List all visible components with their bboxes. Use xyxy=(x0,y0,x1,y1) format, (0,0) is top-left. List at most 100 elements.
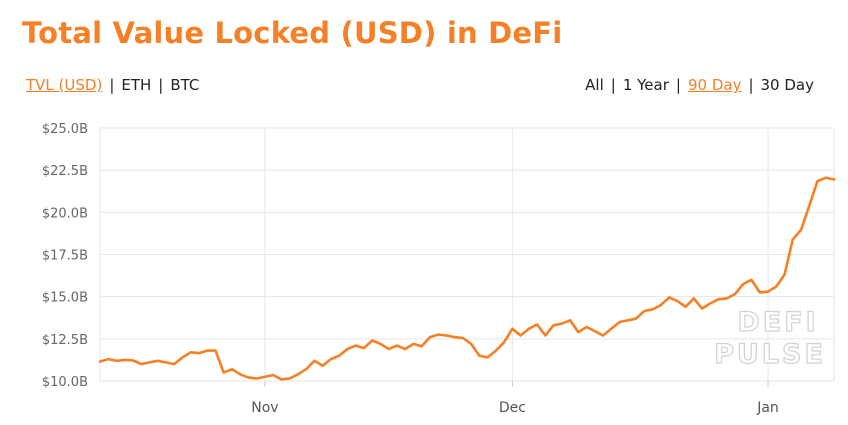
data-point[interactable] xyxy=(764,288,772,296)
data-point[interactable] xyxy=(682,303,690,311)
data-point[interactable] xyxy=(434,331,442,339)
data-point[interactable] xyxy=(236,370,244,378)
data-point[interactable] xyxy=(550,321,558,329)
data-point[interactable] xyxy=(574,328,582,336)
option-btc[interactable]: BTC xyxy=(170,76,200,94)
data-point[interactable] xyxy=(244,374,252,382)
data-point[interactable] xyxy=(566,316,574,324)
data-point[interactable] xyxy=(129,356,137,364)
data-point[interactable] xyxy=(484,353,492,361)
data-point[interactable] xyxy=(376,340,384,348)
data-point[interactable] xyxy=(624,316,632,324)
range-1-year[interactable]: 1 Year xyxy=(622,76,669,94)
data-point[interactable] xyxy=(335,352,343,360)
range-30-day[interactable]: 30 Day xyxy=(760,76,814,94)
separator: | xyxy=(158,76,164,94)
option-eth[interactable]: ETH xyxy=(121,76,152,94)
data-point[interactable] xyxy=(517,332,525,340)
data-point[interactable] xyxy=(113,357,121,365)
data-point[interactable] xyxy=(599,332,607,340)
data-point[interactable] xyxy=(319,362,327,370)
data-point[interactable] xyxy=(822,174,830,182)
data-point[interactable] xyxy=(475,352,483,360)
data-point[interactable] xyxy=(525,325,533,333)
data-point[interactable] xyxy=(814,177,822,185)
data-point[interactable] xyxy=(451,333,459,341)
data-point[interactable] xyxy=(409,340,417,348)
data-point[interactable] xyxy=(294,370,302,378)
data-point[interactable] xyxy=(541,332,549,340)
data-point[interactable] xyxy=(187,348,195,356)
data-point[interactable] xyxy=(170,360,178,368)
data-point[interactable] xyxy=(360,344,368,352)
data-point[interactable] xyxy=(533,321,541,329)
data-point[interactable] xyxy=(830,175,838,183)
data-point[interactable] xyxy=(690,294,698,302)
data-point[interactable] xyxy=(558,320,566,328)
data-point[interactable] xyxy=(657,301,665,309)
data-point[interactable] xyxy=(797,226,805,234)
data-point[interactable] xyxy=(368,337,376,345)
data-point[interactable] xyxy=(673,297,681,305)
data-point[interactable] xyxy=(442,332,450,340)
data-point[interactable] xyxy=(154,357,162,365)
data-point[interactable] xyxy=(781,271,789,279)
data-point[interactable] xyxy=(591,327,599,335)
data-point[interactable] xyxy=(212,347,220,355)
data-point[interactable] xyxy=(607,325,615,333)
data-point[interactable] xyxy=(616,318,624,326)
data-point[interactable] xyxy=(492,347,500,355)
data-point[interactable] xyxy=(162,358,170,366)
data-point[interactable] xyxy=(137,360,145,368)
data-point[interactable] xyxy=(228,365,236,373)
data-point[interactable] xyxy=(418,342,426,350)
data-point[interactable] xyxy=(706,299,714,307)
data-point[interactable] xyxy=(731,290,739,298)
data-point[interactable] xyxy=(253,375,261,383)
y-tick-label: $20.0B xyxy=(42,206,88,221)
data-point[interactable] xyxy=(277,375,285,383)
data-point[interactable] xyxy=(121,356,129,364)
range-90-day[interactable]: 90 Day xyxy=(687,76,742,94)
data-point[interactable] xyxy=(195,349,203,357)
option-tvl-usd[interactable]: TVL (USD) xyxy=(26,76,103,94)
data-point[interactable] xyxy=(104,355,112,363)
data-point[interactable] xyxy=(583,323,591,331)
data-point[interactable] xyxy=(805,202,813,210)
data-point[interactable] xyxy=(327,355,335,363)
x-tick-label: Nov xyxy=(251,400,278,416)
data-point[interactable] xyxy=(756,288,764,296)
data-point[interactable] xyxy=(96,358,104,366)
data-point[interactable] xyxy=(459,334,467,342)
data-point[interactable] xyxy=(352,342,360,350)
data-point[interactable] xyxy=(698,305,706,313)
data-point[interactable] xyxy=(772,283,780,291)
data-point[interactable] xyxy=(286,375,294,383)
data-point[interactable] xyxy=(632,315,640,323)
data-point[interactable] xyxy=(261,373,269,381)
data-point[interactable] xyxy=(343,345,351,353)
data-point[interactable] xyxy=(401,345,409,353)
data-point[interactable] xyxy=(302,365,310,373)
data-point[interactable] xyxy=(640,307,648,315)
data-point[interactable] xyxy=(385,345,393,353)
data-point[interactable] xyxy=(393,342,401,350)
data-point[interactable] xyxy=(739,280,747,288)
data-point[interactable] xyxy=(269,371,277,379)
data-point[interactable] xyxy=(500,338,508,346)
data-point[interactable] xyxy=(146,358,154,366)
data-point[interactable] xyxy=(179,353,187,361)
data-point[interactable] xyxy=(426,333,434,341)
data-point[interactable] xyxy=(715,295,723,303)
data-point[interactable] xyxy=(748,276,756,284)
data-point[interactable] xyxy=(220,369,228,377)
data-point[interactable] xyxy=(649,305,657,313)
data-point[interactable] xyxy=(508,325,516,333)
data-point[interactable] xyxy=(467,340,475,348)
data-point[interactable] xyxy=(723,294,731,302)
range-all[interactable]: All xyxy=(585,76,604,94)
data-point[interactable] xyxy=(203,347,211,355)
data-point[interactable] xyxy=(665,294,673,302)
data-point[interactable] xyxy=(310,357,318,365)
data-point[interactable] xyxy=(789,235,797,243)
